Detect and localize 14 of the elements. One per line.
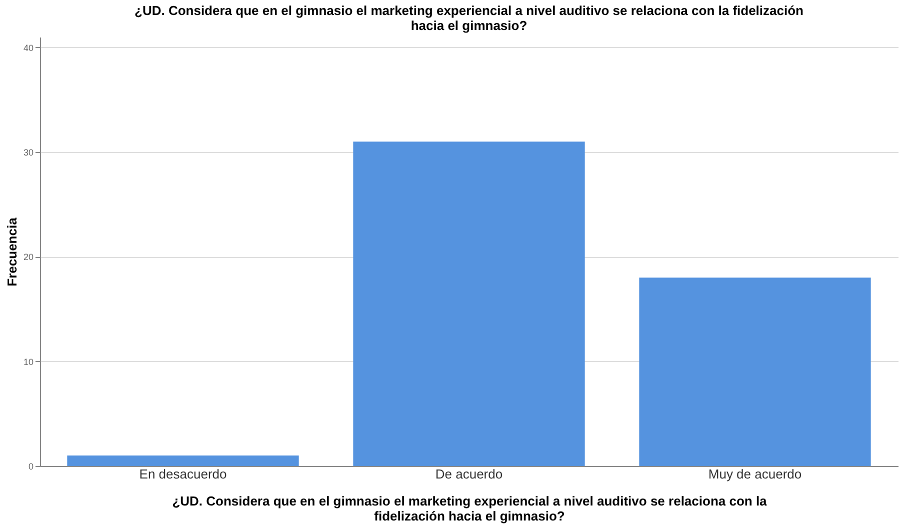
y-tick-label: 0: [28, 462, 34, 472]
x-tick-label: En desacuerdo: [139, 466, 227, 482]
bar: [353, 142, 585, 466]
x-tick-label: Muy de acuerdo: [708, 466, 802, 482]
y-tick-label: 20: [23, 252, 34, 262]
y-tick-label: 30: [23, 148, 34, 158]
x-axis-title: ¿UD. Considera que en el gimnasio el marketing experiencial a nivel auditivo se relaciona con la fidelización hacia el gimnasio?: [172, 494, 768, 524]
bar: [639, 278, 871, 466]
bar: [67, 456, 299, 466]
y-axis-title: Frecuencia: [4, 216, 20, 286]
y-tick-label: 40: [23, 42, 34, 53]
y-tick-label: 10: [23, 356, 34, 367]
chart-title: ¿UD. Considera que en el gimnasio el marketing experiencial a nivel auditivo se relaciona con la fidelización hacia el gimnasio?: [134, 3, 804, 33]
x-tick-label: De acuerdo: [435, 466, 503, 482]
